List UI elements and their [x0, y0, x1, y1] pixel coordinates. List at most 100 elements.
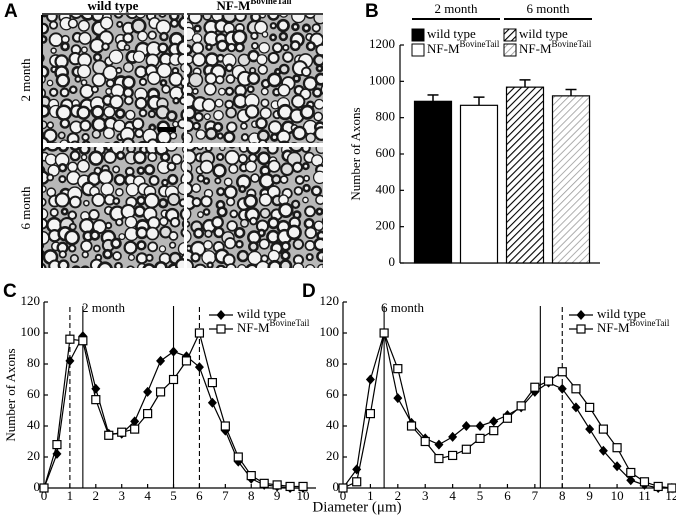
axon — [327, 243, 337, 253]
axon — [225, 197, 236, 207]
axon — [79, 83, 95, 99]
axon — [258, 139, 268, 143]
axon — [57, 162, 68, 173]
marker — [207, 397, 217, 408]
axon — [323, 143, 335, 155]
x-tick-label: 5 — [477, 488, 484, 503]
axon — [64, 229, 80, 246]
axon — [259, 207, 271, 219]
axon — [88, 209, 100, 221]
axon — [240, 218, 249, 228]
axon — [237, 264, 247, 268]
y-tick-label: 80 — [27, 355, 40, 370]
axon — [224, 86, 235, 97]
axon — [322, 264, 323, 268]
axon — [256, 54, 268, 66]
y-tick-label: 0 — [389, 254, 396, 269]
axon — [250, 173, 260, 183]
axon — [312, 170, 323, 185]
axon — [148, 174, 160, 186]
marker — [612, 443, 622, 453]
micrograph — [42, 147, 184, 268]
axon — [290, 199, 301, 209]
axon — [267, 159, 281, 173]
axon — [130, 18, 147, 34]
axon — [291, 22, 300, 32]
axon — [234, 42, 245, 53]
marker — [365, 374, 375, 385]
marker — [285, 481, 295, 492]
marker — [448, 450, 458, 461]
legend-swatch — [411, 43, 425, 57]
axon — [213, 109, 224, 121]
axon — [327, 99, 338, 110]
axon — [80, 265, 90, 268]
axon — [102, 127, 115, 140]
axon — [205, 43, 213, 52]
axon — [313, 15, 323, 25]
y-tick-label: 40 — [27, 417, 40, 432]
axon — [46, 173, 55, 182]
axon — [190, 252, 201, 263]
axon — [260, 87, 269, 96]
x-tick-label: 7 — [222, 488, 229, 503]
axon — [79, 119, 92, 132]
axon — [246, 85, 255, 94]
axon — [202, 208, 211, 216]
x-tick-label: 6 — [196, 488, 203, 503]
axon — [114, 108, 126, 119]
x-tick-label: 12 — [665, 488, 676, 503]
axon — [193, 263, 207, 268]
axon — [137, 30, 148, 42]
y-tick-label: 60 — [27, 386, 40, 401]
axon — [81, 133, 90, 142]
legend-label: wild type — [427, 26, 476, 41]
marker — [91, 395, 101, 405]
legend-label-main: NF-M — [597, 320, 630, 335]
bar — [505, 86, 545, 264]
axon — [244, 104, 260, 119]
marker — [156, 355, 166, 366]
axon — [191, 33, 203, 44]
axon — [303, 174, 311, 182]
axon — [292, 74, 301, 83]
marker — [207, 378, 217, 388]
marker — [626, 467, 636, 478]
axon — [305, 253, 314, 262]
axon — [147, 151, 158, 163]
axon — [137, 140, 149, 143]
axon — [168, 241, 177, 249]
axon — [291, 142, 298, 143]
axon — [291, 15, 306, 24]
axon — [299, 104, 315, 120]
axon — [215, 264, 227, 268]
legend-label-sup: BovineTail — [552, 39, 592, 49]
axon — [325, 149, 337, 161]
marker — [91, 383, 101, 394]
axon — [90, 105, 105, 119]
legend-label: wild type — [237, 306, 286, 321]
axon — [292, 262, 305, 268]
axon — [247, 71, 261, 86]
marker — [489, 416, 499, 427]
axon — [74, 75, 82, 83]
scale-bar — [158, 127, 176, 132]
axon — [327, 62, 337, 72]
y-tick-label: 120 — [21, 293, 41, 308]
axon — [179, 96, 184, 106]
legend-label-main: wild type — [237, 306, 286, 321]
axon — [69, 254, 79, 264]
axon — [102, 248, 113, 260]
x-tick-label: 3 — [422, 488, 429, 503]
axon — [181, 132, 184, 142]
axon — [254, 20, 268, 35]
axon — [109, 94, 124, 110]
axon — [291, 161, 304, 173]
marker — [155, 387, 166, 397]
axon — [187, 220, 191, 228]
axon — [326, 9, 339, 22]
axon — [158, 15, 167, 18]
axon — [245, 147, 261, 156]
axon — [256, 151, 271, 166]
